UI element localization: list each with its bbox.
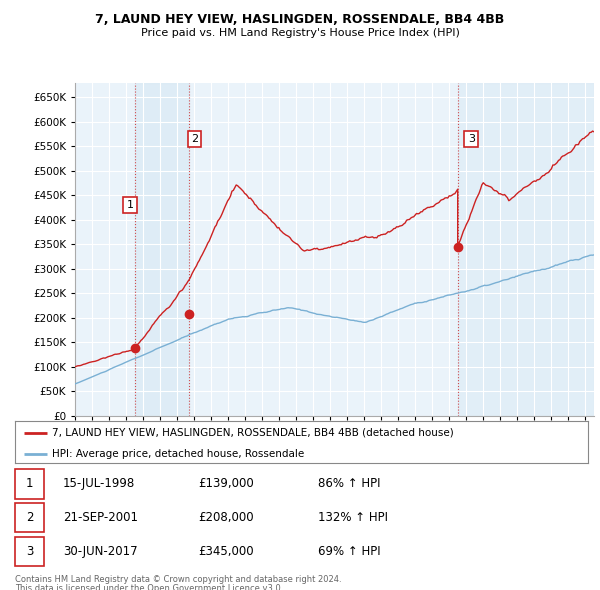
Text: 86% ↑ HPI: 86% ↑ HPI: [318, 477, 380, 490]
Text: 3: 3: [468, 134, 475, 144]
Text: HPI: Average price, detached house, Rossendale: HPI: Average price, detached house, Ross…: [52, 449, 304, 459]
Text: 132% ↑ HPI: 132% ↑ HPI: [318, 511, 388, 524]
Text: 7, LAUND HEY VIEW, HASLINGDEN, ROSSENDALE, BB4 4BB (detached house): 7, LAUND HEY VIEW, HASLINGDEN, ROSSENDAL…: [52, 428, 454, 438]
Bar: [458, 83, 594, 416]
Text: 1: 1: [127, 200, 134, 210]
Text: £139,000: £139,000: [198, 477, 254, 490]
Bar: [135, 83, 190, 416]
Text: Contains HM Land Registry data © Crown copyright and database right 2024.: Contains HM Land Registry data © Crown c…: [15, 575, 341, 584]
Text: £208,000: £208,000: [198, 511, 254, 524]
Text: 1: 1: [26, 477, 33, 490]
Text: 2: 2: [191, 134, 198, 144]
Text: 69% ↑ HPI: 69% ↑ HPI: [318, 545, 380, 558]
Text: 15-JUL-1998: 15-JUL-1998: [63, 477, 135, 490]
Text: 21-SEP-2001: 21-SEP-2001: [63, 511, 138, 524]
Text: This data is licensed under the Open Government Licence v3.0.: This data is licensed under the Open Gov…: [15, 584, 283, 590]
Text: 3: 3: [26, 545, 33, 558]
Text: 30-JUN-2017: 30-JUN-2017: [63, 545, 137, 558]
Text: 2: 2: [26, 511, 33, 524]
Text: 7, LAUND HEY VIEW, HASLINGDEN, ROSSENDALE, BB4 4BB: 7, LAUND HEY VIEW, HASLINGDEN, ROSSENDAL…: [95, 13, 505, 26]
Text: £345,000: £345,000: [198, 545, 254, 558]
Text: Price paid vs. HM Land Registry's House Price Index (HPI): Price paid vs. HM Land Registry's House …: [140, 28, 460, 38]
